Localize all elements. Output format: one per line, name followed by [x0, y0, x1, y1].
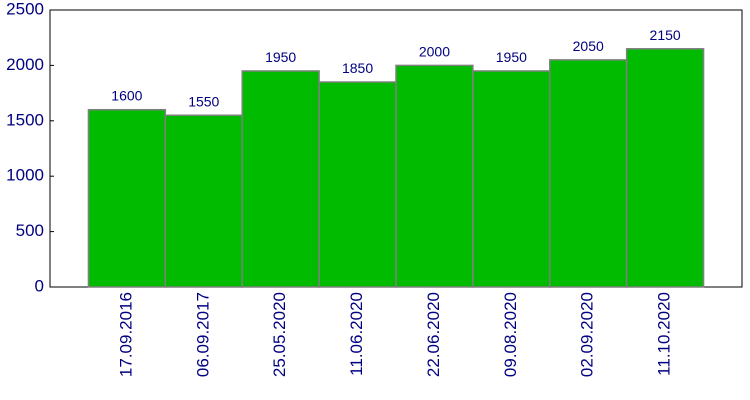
- x-tick-label: 09.08.2020: [501, 292, 520, 377]
- x-tick-label: 06.09.2017: [193, 292, 212, 377]
- x-tick-label: 11.06.2020: [347, 292, 366, 376]
- bar: [549, 59, 628, 288]
- value-label: 1600: [111, 88, 142, 104]
- value-label: 2150: [650, 27, 681, 43]
- y-tick-label: 2500: [6, 0, 44, 18]
- bar: [241, 70, 320, 288]
- value-label: 2050: [573, 38, 604, 54]
- bar: [625, 48, 705, 288]
- bar: [87, 108, 167, 288]
- value-label: 1550: [188, 93, 219, 109]
- value-label: 1950: [265, 49, 296, 65]
- x-tick-label: 11.10.2020: [655, 292, 674, 376]
- x-tick-label: 02.09.2020: [578, 292, 597, 377]
- y-tick-label: 500: [16, 221, 44, 240]
- bar: [472, 70, 551, 288]
- x-tick-label: 17.09.2016: [116, 292, 135, 377]
- bar: [318, 81, 397, 288]
- y-tick-label: 1000: [6, 166, 44, 185]
- y-tick-label: 1500: [6, 110, 44, 129]
- value-label: 1950: [496, 49, 527, 65]
- x-tick-label: 25.05.2020: [270, 292, 289, 377]
- y-tick-label: 0: [35, 276, 44, 295]
- value-label: 2000: [419, 43, 450, 59]
- bar: [395, 64, 474, 288]
- bar: [164, 114, 243, 288]
- x-tick-label: 22.06.2020: [424, 292, 443, 377]
- y-tick-label: 2000: [6, 55, 44, 74]
- value-label: 1850: [342, 60, 373, 76]
